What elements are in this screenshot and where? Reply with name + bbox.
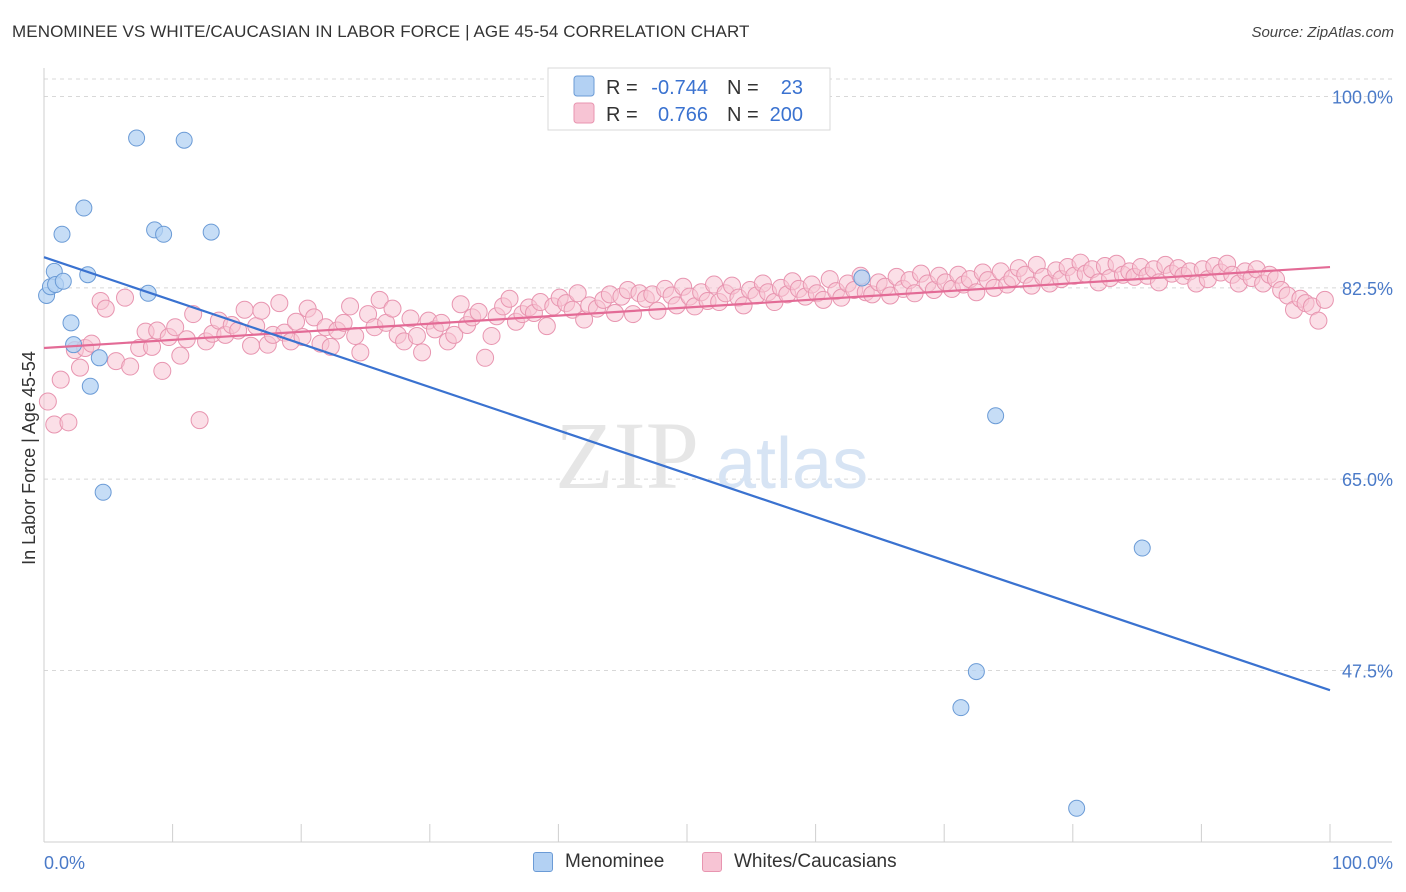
whites-point xyxy=(252,301,271,320)
legend-swatch-menominee xyxy=(573,75,595,97)
legend-r-label-2: R = xyxy=(606,104,638,126)
legend-r-value-2: 0.766 xyxy=(658,104,708,126)
whites-point xyxy=(1309,311,1328,330)
whites-point xyxy=(413,343,432,362)
legend: R = -0.744 N = 23 R = 0.766 N = 200 xyxy=(547,67,831,131)
menominee-point xyxy=(75,199,93,217)
legend-r-value-1: -0.744 xyxy=(651,77,708,99)
y-axis-title: In Labor Force | Age 45-54 xyxy=(19,351,39,565)
whites-point xyxy=(334,313,353,332)
source-label: Source: ZipAtlas.com xyxy=(1251,24,1394,41)
whites-point xyxy=(171,346,190,365)
whites-point xyxy=(242,336,261,355)
whites-point xyxy=(1315,290,1334,309)
legend-n-label-2: N = xyxy=(727,104,759,126)
whites-point xyxy=(71,358,90,377)
legend-box xyxy=(547,67,831,131)
whites-point xyxy=(537,317,556,336)
trend-lines xyxy=(43,256,1331,692)
whites-point xyxy=(451,295,470,314)
bottom-legend-whites: Whites/Caucasians xyxy=(702,851,897,873)
menominee-point xyxy=(81,377,99,395)
whites-point xyxy=(235,300,254,319)
y-tick-label: 47.5% xyxy=(1342,662,1393,682)
menominee-point xyxy=(1133,539,1151,557)
whites-point xyxy=(370,290,389,309)
menominee-point xyxy=(967,663,985,681)
whites-point xyxy=(59,413,78,432)
bottom-legend-label-menominee: Menominee xyxy=(565,851,665,872)
whites-point xyxy=(38,392,57,411)
whites-point xyxy=(341,297,360,316)
whites-point xyxy=(287,312,306,331)
y-tick-label: 82.5% xyxy=(1342,279,1393,299)
whites-point xyxy=(568,284,587,303)
whites-point xyxy=(383,299,402,318)
whites-point xyxy=(116,288,135,307)
legend-n-value-1: 23 xyxy=(781,77,803,99)
whites-point xyxy=(270,294,289,313)
menominee-point xyxy=(853,269,871,287)
watermark-zip: ZIP xyxy=(555,402,699,509)
bottom-legend-menominee: Menominee xyxy=(533,851,664,873)
whites-point xyxy=(143,337,162,356)
whites-point xyxy=(96,299,115,318)
axes xyxy=(43,68,1392,843)
x-tick-label-end: 100.0% xyxy=(1332,853,1393,873)
tick-labels: 100.0% 82.5% 65.0% 47.5% 0.0% 100.0% xyxy=(44,88,1393,874)
series-menominee-points xyxy=(38,129,1151,817)
whites-point xyxy=(166,318,185,337)
watermark: ZIP atlas xyxy=(555,402,868,509)
menominee-point xyxy=(155,225,173,243)
menominee-trend-line xyxy=(43,256,1331,692)
whites-point xyxy=(351,343,370,362)
whites-point xyxy=(407,326,426,345)
whites-point xyxy=(346,326,365,345)
menominee-point xyxy=(53,225,71,243)
whites-point xyxy=(305,308,324,327)
whites-point xyxy=(482,326,501,345)
watermark-atlas: atlas xyxy=(716,424,868,504)
y-tick-label: 100.0% xyxy=(1332,88,1393,108)
whites-point xyxy=(476,348,495,367)
menominee-point xyxy=(1068,799,1086,817)
grid-lines xyxy=(44,78,1392,671)
menominee-point xyxy=(175,131,193,149)
x-tick-label-start: 0.0% xyxy=(44,853,85,873)
whites-point xyxy=(667,296,686,315)
legend-n-label-1: N = xyxy=(727,77,759,99)
menominee-point xyxy=(202,223,220,241)
menominee-point xyxy=(90,349,108,367)
whites-point xyxy=(445,325,464,344)
menominee-point xyxy=(987,407,1005,425)
chart-title: MENOMINEE VS WHITE/CAUCASIAN IN LABOR FO… xyxy=(12,22,750,41)
whites-point xyxy=(623,305,642,324)
menominee-point xyxy=(94,483,112,501)
bottom-legend-swatch-menominee xyxy=(533,852,553,872)
menominee-point xyxy=(952,699,970,717)
menominee-point xyxy=(128,129,146,147)
legend-swatch-whites xyxy=(573,102,595,124)
whites-point xyxy=(401,309,420,328)
whites-point xyxy=(121,357,140,376)
whites-point xyxy=(153,361,172,380)
legend-n-value-2: 200 xyxy=(770,104,803,126)
legend-r-label-1: R = xyxy=(606,77,638,99)
bottom-legend-swatch-whites xyxy=(702,852,722,872)
whites-point xyxy=(469,302,488,321)
whites-point xyxy=(500,289,519,308)
menominee-point xyxy=(62,314,80,332)
bottom-legend-label-whites: Whites/Caucasians xyxy=(734,851,897,872)
whites-point xyxy=(321,337,340,356)
menominee-point xyxy=(54,272,72,290)
whites-point xyxy=(51,370,70,389)
y-tick-label: 65.0% xyxy=(1342,470,1393,490)
whites-trend-line xyxy=(43,265,1331,350)
whites-point xyxy=(190,411,209,430)
bottom-legend: Menominee Whites/Caucasians xyxy=(0,851,1406,879)
